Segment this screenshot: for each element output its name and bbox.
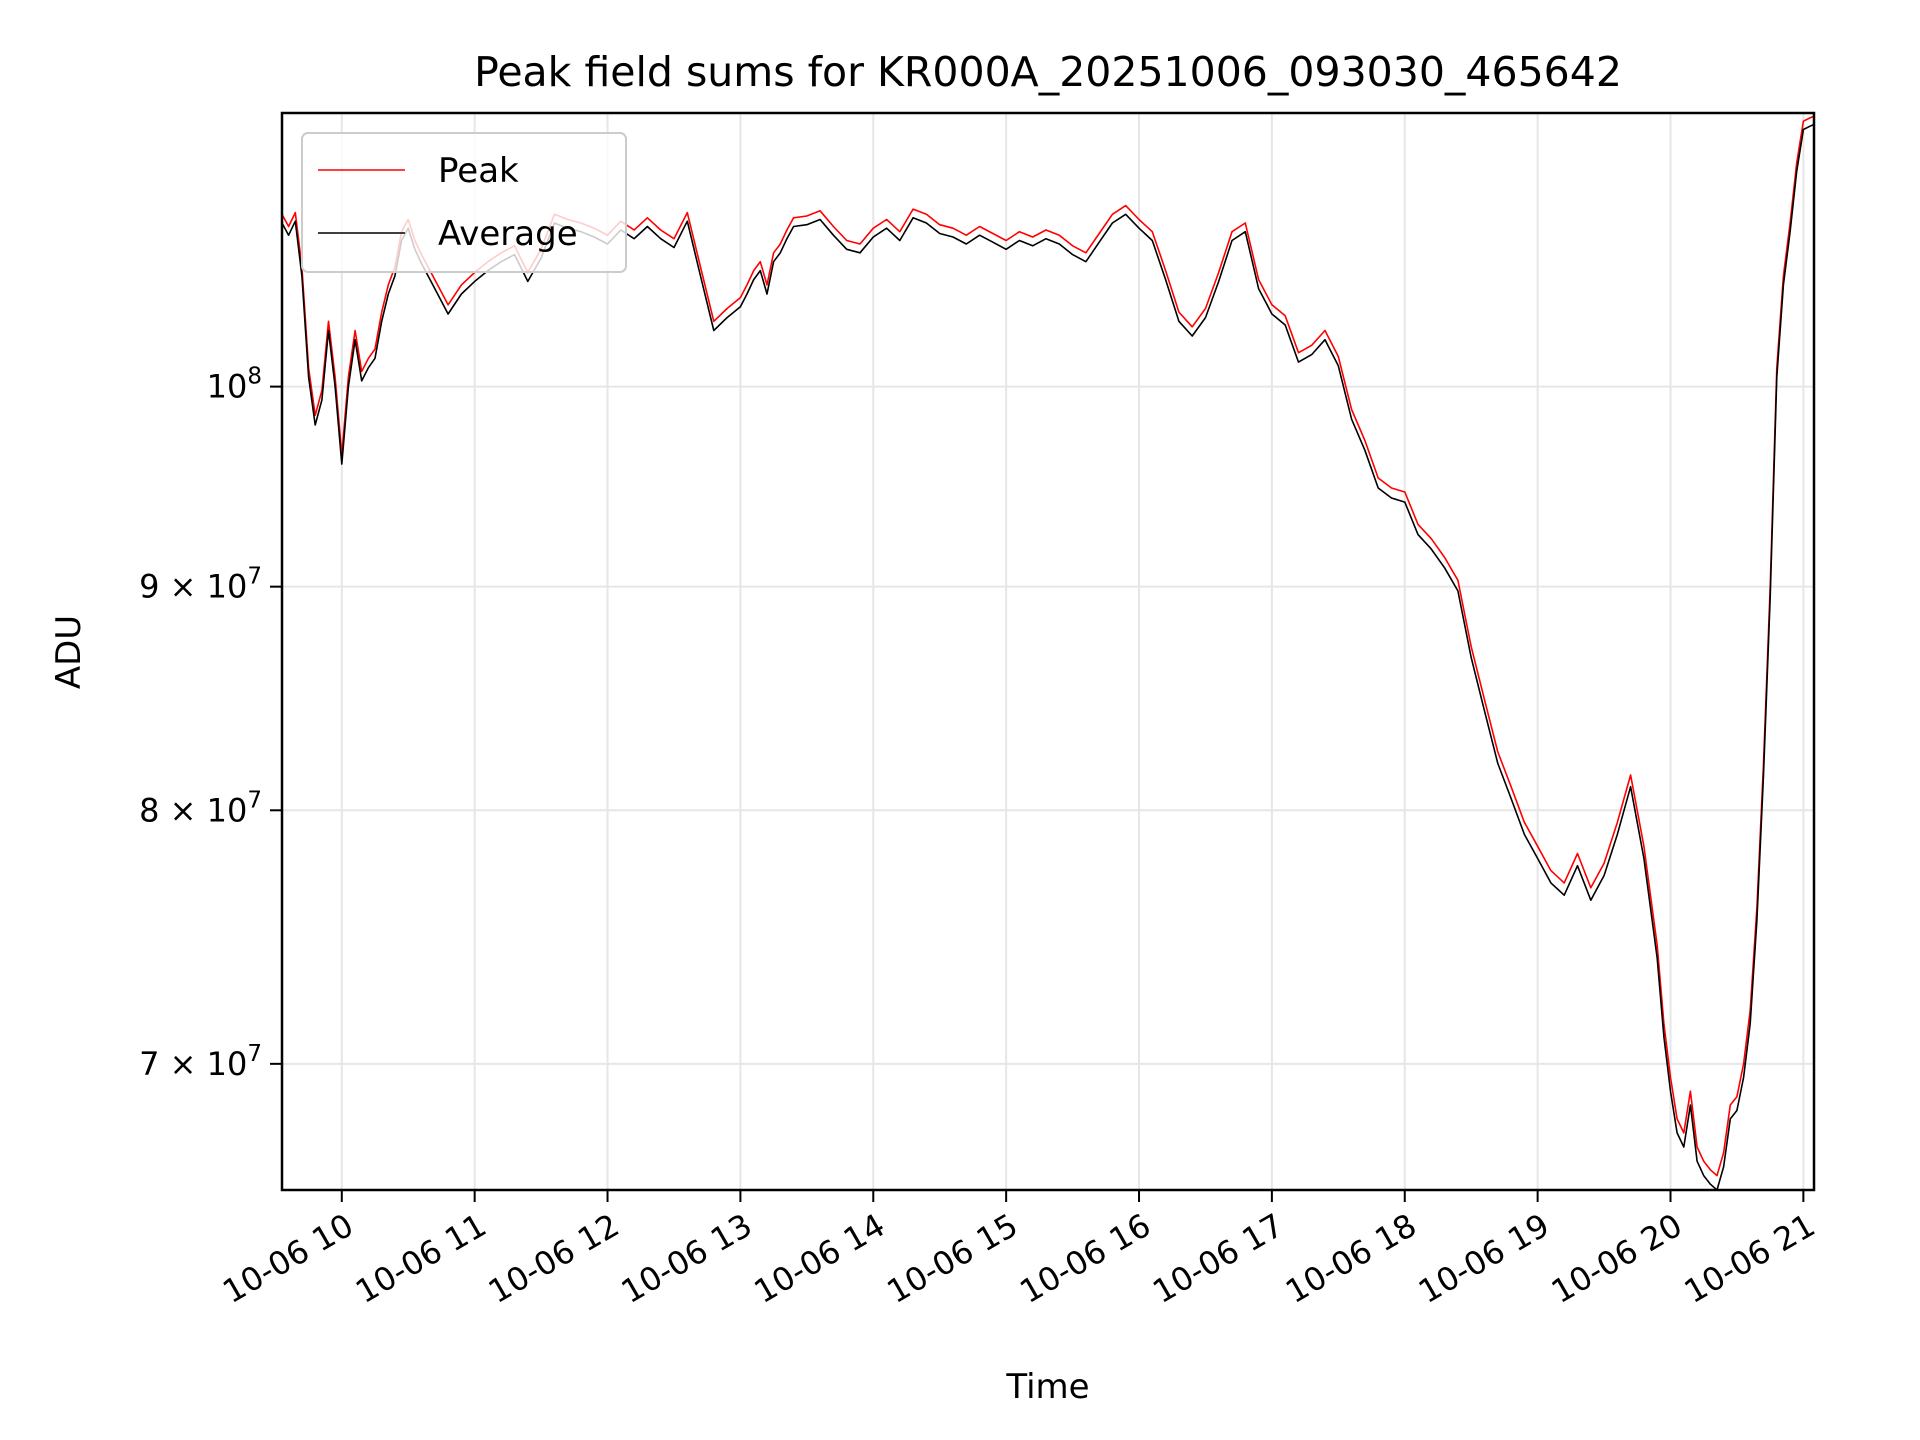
y-tick-label: 8 × 107 [139, 787, 262, 829]
legend-label-average: Average [438, 214, 578, 254]
chart-title: Peak field sums for KR000A_20251006_0930… [474, 48, 1622, 96]
y-tick-label: 9 × 107 [139, 564, 262, 606]
x-axis-label: Time [1005, 1367, 1089, 1407]
y-tick-label: 108 [207, 364, 262, 406]
y-axis: 7 × 107 8 × 107 9 × 107 108 [139, 364, 282, 1083]
y-tick-label: 7 × 107 [139, 1041, 262, 1083]
plot-area [282, 115, 1814, 1190]
plot-frame [280, 111, 1816, 1192]
legend: Peak Average [301, 132, 627, 273]
series-line-peak [282, 115, 1814, 1177]
grid [282, 113, 1814, 1190]
legend-label-peak: Peak [438, 151, 519, 191]
series-line-average [282, 123, 1814, 1190]
y-axis-label: ADU [49, 615, 89, 689]
legend-box [301, 132, 627, 273]
